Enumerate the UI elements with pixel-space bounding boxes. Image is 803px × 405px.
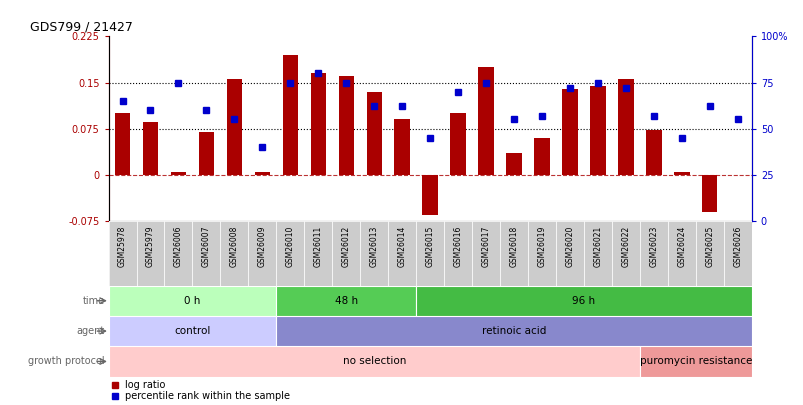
Bar: [450, 113, 465, 175]
Text: GSM26007: GSM26007: [202, 226, 210, 267]
Bar: [332, 221, 360, 286]
Text: percentile rank within the sample: percentile rank within the sample: [124, 391, 289, 401]
Bar: [422, 175, 438, 215]
Text: GSM26017: GSM26017: [481, 226, 490, 267]
Text: GSM26019: GSM26019: [537, 226, 546, 267]
Bar: [528, 221, 556, 286]
Bar: [220, 221, 248, 286]
Bar: [137, 221, 165, 286]
Bar: [673, 172, 689, 175]
Bar: [115, 113, 130, 175]
Bar: [108, 221, 137, 286]
Bar: [443, 221, 471, 286]
Bar: [360, 221, 388, 286]
Text: GSM25978: GSM25978: [118, 226, 127, 267]
Text: GSM26009: GSM26009: [258, 226, 267, 267]
Bar: [478, 67, 493, 175]
Bar: [611, 221, 639, 286]
Bar: [416, 286, 751, 316]
Text: GSM26024: GSM26024: [676, 226, 686, 267]
Bar: [304, 221, 332, 286]
Text: GSM26020: GSM26020: [565, 226, 574, 267]
Text: GSM26011: GSM26011: [313, 226, 322, 267]
Bar: [338, 77, 353, 175]
Text: agent: agent: [76, 326, 104, 336]
Text: GSM26012: GSM26012: [341, 226, 350, 267]
Bar: [366, 92, 381, 175]
Text: control: control: [174, 326, 210, 336]
Bar: [639, 346, 751, 377]
Text: GSM26023: GSM26023: [649, 226, 658, 267]
Bar: [388, 221, 416, 286]
Text: GSM26014: GSM26014: [397, 226, 406, 267]
Bar: [723, 221, 751, 286]
Bar: [416, 221, 443, 286]
Bar: [283, 55, 298, 175]
Bar: [639, 221, 667, 286]
Bar: [248, 221, 276, 286]
Bar: [701, 175, 716, 211]
Bar: [226, 79, 242, 175]
Bar: [276, 221, 304, 286]
Text: 48 h: 48 h: [334, 296, 357, 306]
Text: GSM26025: GSM26025: [704, 226, 713, 267]
Text: GSM26015: GSM26015: [425, 226, 434, 267]
Text: GSM26006: GSM26006: [173, 226, 183, 267]
Bar: [471, 221, 499, 286]
Text: GSM26008: GSM26008: [230, 226, 238, 267]
Bar: [589, 85, 605, 175]
Bar: [506, 153, 521, 175]
Text: GSM26022: GSM26022: [621, 226, 630, 267]
Bar: [255, 172, 270, 175]
Text: retinoic acid: retinoic acid: [481, 326, 545, 336]
Text: GSM26010: GSM26010: [285, 226, 295, 267]
Bar: [561, 89, 577, 175]
Bar: [108, 316, 276, 346]
Text: growth protocol: growth protocol: [28, 356, 104, 367]
Bar: [276, 286, 416, 316]
Text: GSM26016: GSM26016: [453, 226, 462, 267]
Bar: [276, 316, 751, 346]
Bar: [394, 119, 410, 175]
Bar: [108, 286, 276, 316]
Bar: [667, 221, 695, 286]
Bar: [499, 221, 528, 286]
Text: GSM26013: GSM26013: [369, 226, 378, 267]
Text: GSM26018: GSM26018: [509, 226, 518, 267]
Text: GSM25979: GSM25979: [146, 226, 155, 267]
Bar: [165, 221, 192, 286]
Bar: [192, 221, 220, 286]
Text: log ratio: log ratio: [124, 380, 165, 390]
Bar: [695, 221, 723, 286]
Text: GSM26021: GSM26021: [593, 226, 601, 267]
Bar: [310, 73, 325, 175]
Bar: [534, 138, 549, 175]
Text: GSM26026: GSM26026: [732, 226, 741, 267]
Bar: [646, 130, 661, 175]
Text: no selection: no selection: [342, 356, 406, 367]
Text: 0 h: 0 h: [184, 296, 201, 306]
Bar: [198, 132, 214, 175]
Text: puromycin resistance: puromycin resistance: [639, 356, 751, 367]
Bar: [556, 221, 583, 286]
Text: GDS799 / 21427: GDS799 / 21427: [31, 21, 133, 34]
Bar: [583, 221, 611, 286]
Bar: [170, 172, 186, 175]
Bar: [618, 79, 633, 175]
Bar: [143, 122, 158, 175]
Bar: [108, 346, 639, 377]
Text: 96 h: 96 h: [572, 296, 595, 306]
Text: time: time: [82, 296, 104, 306]
